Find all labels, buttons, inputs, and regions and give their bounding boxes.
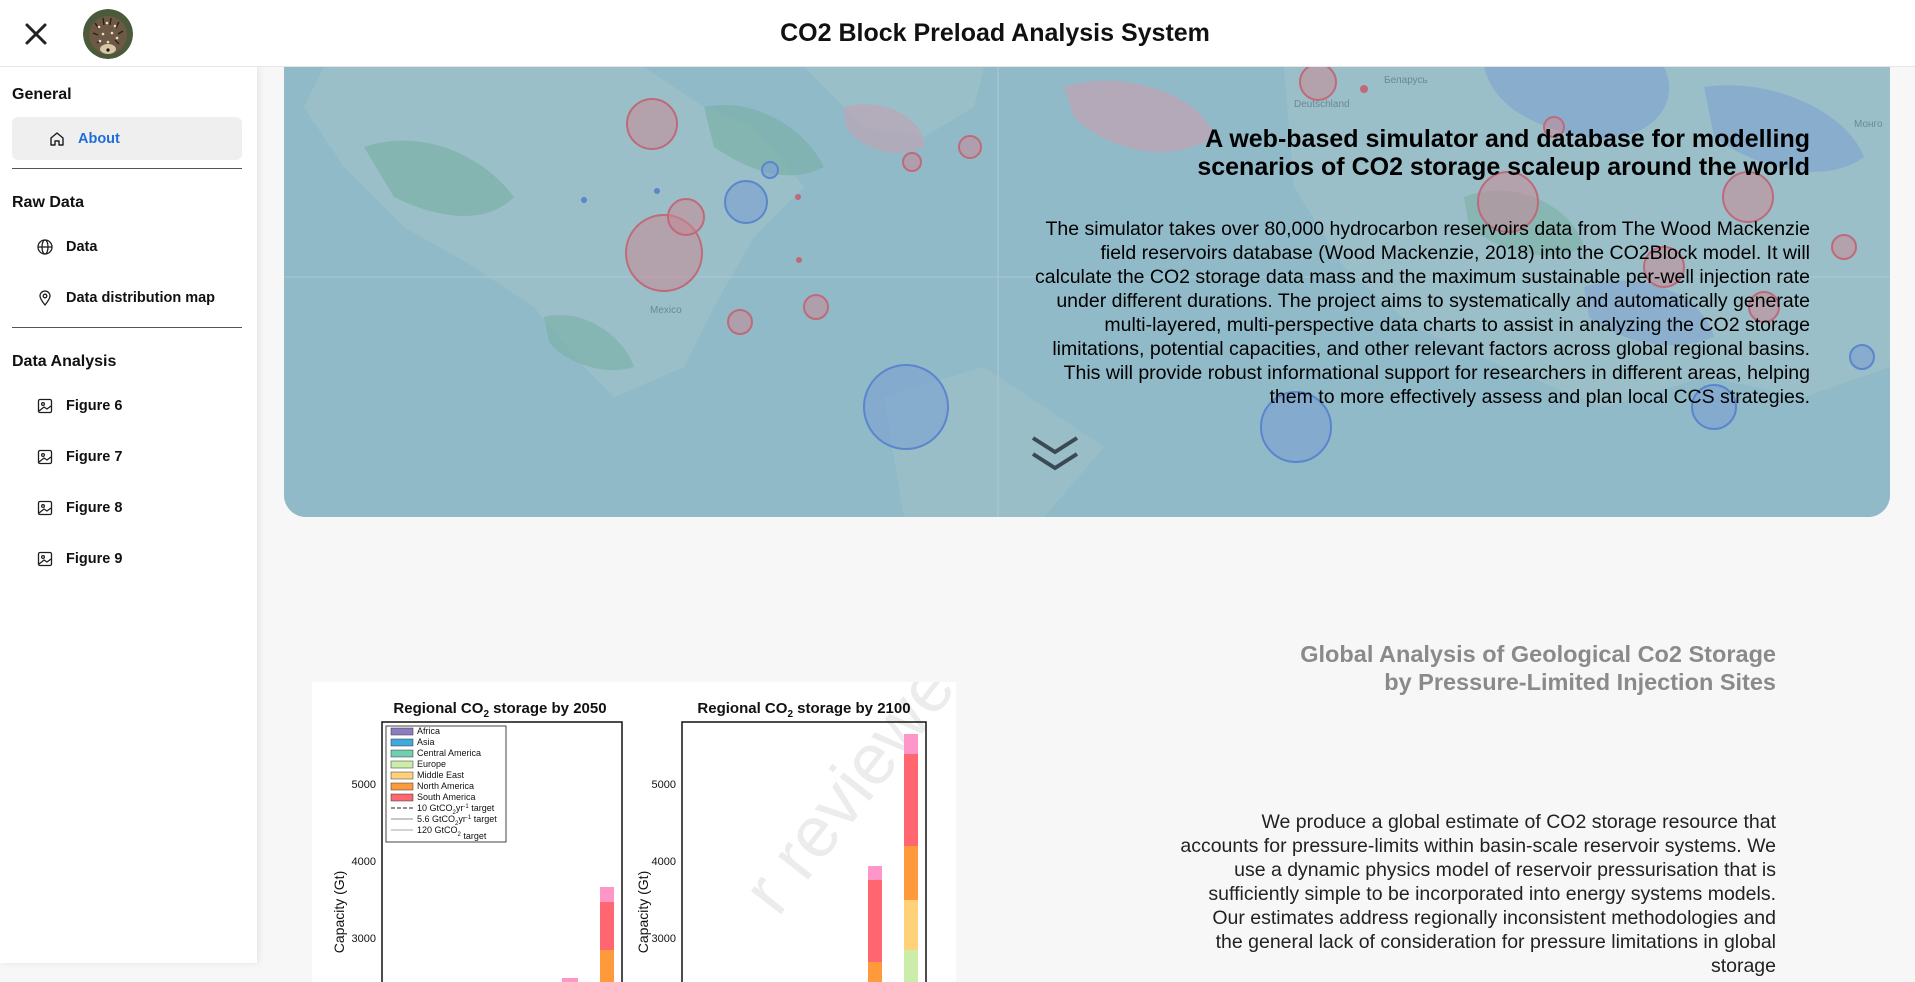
y-tick-label: 4000 [352, 856, 376, 868]
y-axis-label: Capacity (Gt) [635, 871, 651, 953]
double-chevron-down-icon[interactable] [1027, 432, 1083, 474]
map-pin-icon [36, 289, 54, 307]
sidebar: General About Raw Data Data Data distrib… [0, 67, 257, 963]
image-icon [36, 550, 54, 568]
sidebar-item-label: Figure 7 [66, 448, 123, 465]
legend-label: 120 GtCO2 target [417, 825, 487, 841]
map-label: Монго [1854, 119, 1883, 130]
figure-panel-title: Regional CO2 storage by 2050 [393, 700, 606, 720]
section-body: We produce a global estimate of CO2 stor… [1180, 811, 1776, 977]
home-icon [48, 130, 66, 148]
legend-swatch [390, 782, 414, 791]
image-icon [36, 499, 54, 517]
sidebar-item-label: About [78, 130, 120, 147]
sidebar-item-data[interactable]: Data [12, 225, 242, 268]
figure-image: r reviewe Regional CO2 storage by 2050 5… [331, 682, 956, 982]
legend-label: South America [417, 792, 476, 802]
y-tick-label: 3000 [352, 933, 376, 945]
legend-swatch [390, 771, 414, 780]
legend-swatch [390, 738, 414, 747]
sidebar-item-figure-6[interactable]: Figure 6 [12, 384, 242, 427]
sidebar-item-about[interactable]: About [12, 117, 242, 160]
bar-segment [904, 846, 918, 900]
sidebar-divider [12, 168, 242, 169]
globe-icon [36, 238, 54, 256]
map-label: Deutschland [1294, 99, 1350, 110]
map-label: Беларусь [1384, 75, 1428, 86]
legend-label: North America [417, 781, 474, 791]
sidebar-item-data-distribution-map[interactable]: Data distribution map [12, 276, 242, 319]
figure-panel-frame [381, 721, 623, 982]
legend-label: Europe [417, 759, 446, 769]
legend-swatch [390, 793, 414, 802]
sidebar-group-raw-data: Raw Data [12, 194, 85, 211]
bar-segment [562, 978, 578, 982]
figure-card: r reviewe Regional CO2 storage by 2050 5… [312, 682, 956, 982]
app-header: CO2 Block Preload Analysis System [0, 0, 1915, 67]
sidebar-item-label: Figure 6 [66, 397, 123, 414]
sidebar-item-label: Figure 8 [66, 499, 123, 516]
y-tick-label: 5000 [352, 779, 376, 791]
map-label: Mexico [650, 305, 682, 316]
legend-label: Middle East [417, 770, 465, 780]
legend-swatch [390, 749, 414, 758]
bar-segment [904, 950, 918, 982]
world-map-background: Беларусь Deutschland Монго Mexico [284, 67, 1890, 517]
image-icon [36, 397, 54, 415]
sidebar-item-figure-9[interactable]: Figure 9 [12, 537, 242, 580]
section-title: Global Analysis of Geological Co2 Storag… [1300, 641, 1776, 695]
bar-segment [868, 866, 882, 880]
bar-segment [600, 902, 614, 950]
legend-swatch [390, 727, 414, 736]
bar-segment [600, 887, 614, 902]
figure-watermark: r reviewe [727, 682, 956, 928]
sidebar-item-label: Figure 9 [66, 550, 123, 567]
y-tick-label: 4000 [652, 856, 676, 868]
sidebar-divider [12, 327, 242, 328]
sidebar-item-figure-7[interactable]: Figure 7 [12, 435, 242, 478]
sidebar-item-label: Data distribution map [66, 289, 216, 306]
y-tick-label: 3000 [652, 933, 676, 945]
hero-description: The simulator takes over 80,000 hydrocar… [1035, 218, 1810, 408]
bar-segment [904, 900, 918, 950]
figure-panel-frame [681, 721, 927, 982]
bar-segment [600, 950, 614, 982]
legend-label: 5.6 GtCO2yr-1 target [417, 814, 497, 827]
sidebar-group-general: General [12, 86, 72, 103]
bar-segment [868, 880, 882, 962]
legend-swatch [390, 760, 414, 769]
legend-label: Asia [417, 737, 435, 747]
y-axis-label: Capacity (Gt) [331, 871, 347, 953]
image-icon [36, 448, 54, 466]
bar-segment [868, 962, 882, 982]
sidebar-item-figure-8[interactable]: Figure 8 [12, 486, 242, 529]
legend-label: Africa [417, 726, 440, 736]
close-icon[interactable] [18, 16, 54, 52]
hedgehog-avatar[interactable] [83, 9, 133, 59]
page-title: CO2 Block Preload Analysis System [780, 19, 1210, 47]
bar-segment [904, 734, 918, 754]
figure-panel-title: Regional CO2 storage by 2100 [697, 700, 910, 720]
hero-banner: Беларусь Deutschland Монго Mexico A web-… [284, 67, 1890, 517]
hero-title: A web-based simulator and database for m… [1197, 125, 1810, 181]
y-tick-label: 5000 [652, 779, 676, 791]
legend-label: 10 GtCO2yr-1 target [417, 803, 495, 816]
sidebar-group-data-analysis: Data Analysis [12, 353, 117, 370]
sidebar-item-label: Data [66, 238, 98, 255]
bar-segment [904, 754, 918, 846]
legend-label: Central America [417, 748, 481, 758]
